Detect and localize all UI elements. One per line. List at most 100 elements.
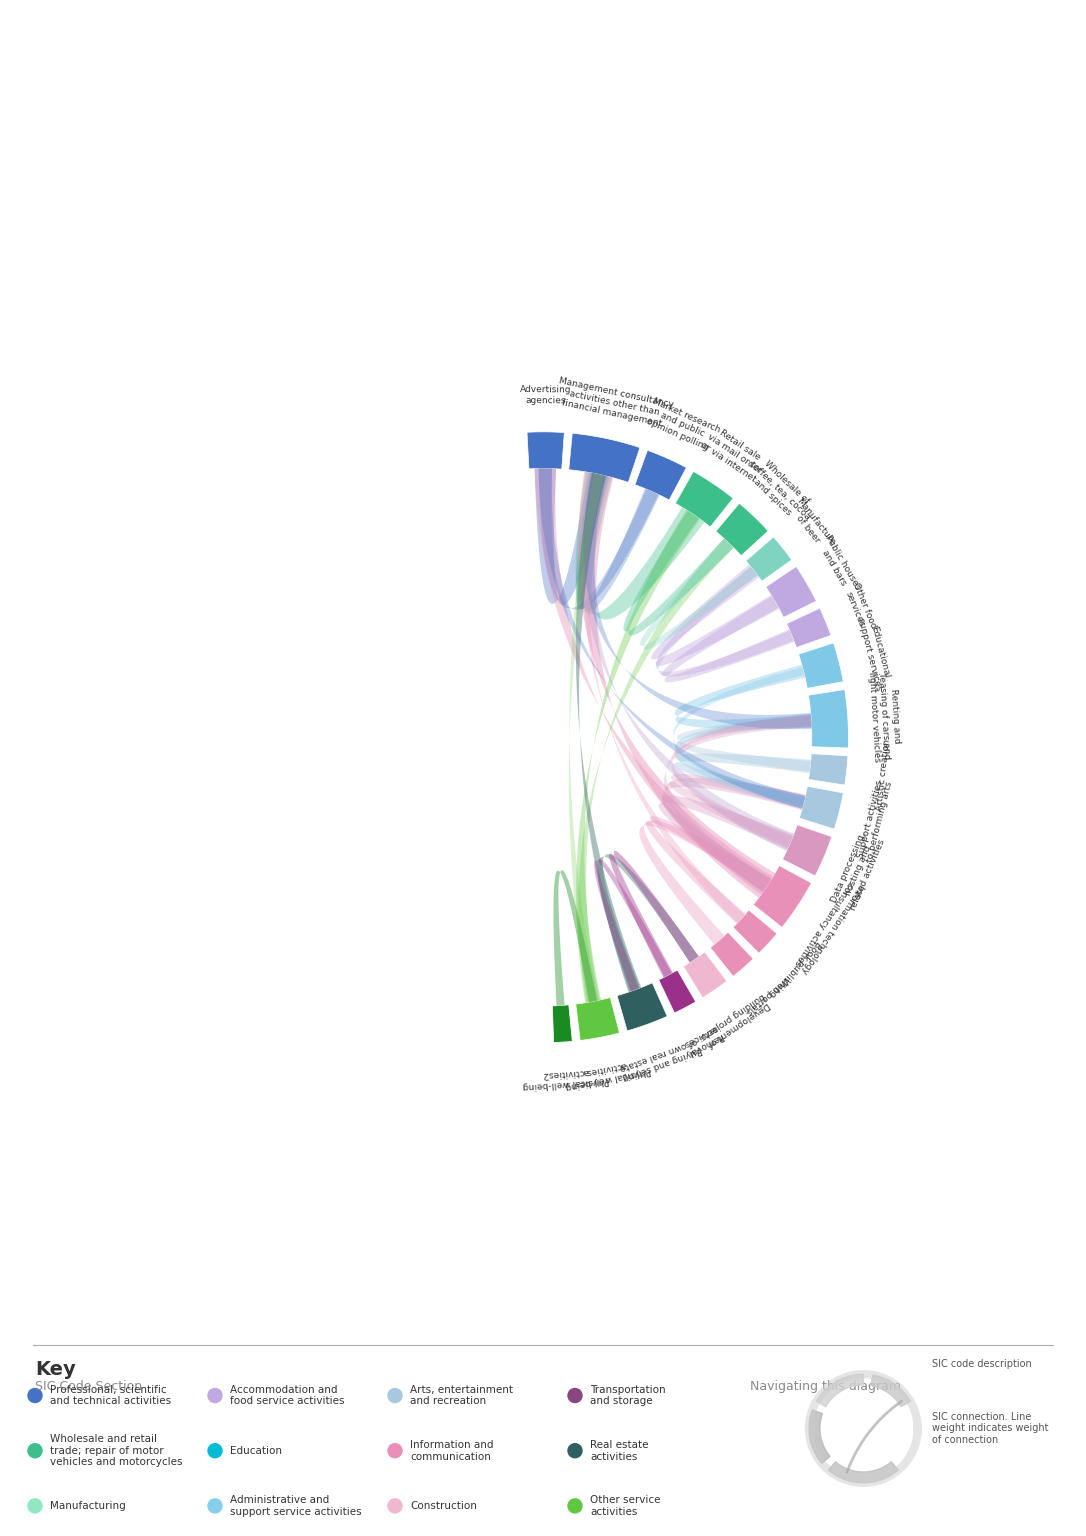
Text: Construction: Construction [411, 1501, 477, 1511]
Polygon shape [539, 468, 806, 809]
Circle shape [209, 1389, 222, 1402]
Polygon shape [554, 869, 597, 1006]
Circle shape [388, 1444, 402, 1458]
Text: Development of
building projects: Development of building projects [698, 991, 772, 1049]
PathPatch shape [675, 472, 733, 527]
Text: Other service
activities: Other service activities [590, 1495, 660, 1516]
Text: Navigating this diagram: Navigating this diagram [750, 1381, 901, 1393]
Polygon shape [664, 714, 811, 891]
Polygon shape [539, 468, 658, 610]
Text: Renting and
leasing of cars and
light motor vehicles: Renting and leasing of cars and light mo… [867, 670, 902, 762]
Polygon shape [658, 796, 794, 892]
PathPatch shape [659, 971, 696, 1012]
Polygon shape [578, 472, 775, 897]
Polygon shape [671, 716, 811, 848]
PathPatch shape [683, 952, 727, 998]
Polygon shape [576, 472, 704, 619]
Polygon shape [673, 667, 805, 806]
Polygon shape [576, 473, 659, 611]
PathPatch shape [808, 754, 848, 785]
Text: Wholesale and retail
trade; repair of motor
vehicles and motorcycles: Wholesale and retail trade; repair of mo… [50, 1435, 182, 1467]
Text: Buying and selling
of own real estate: Buying and selling of own real estate [617, 1035, 703, 1083]
Polygon shape [871, 1375, 910, 1407]
Polygon shape [669, 774, 806, 848]
PathPatch shape [569, 433, 640, 482]
Text: Web portals: Web portals [744, 974, 791, 1017]
Text: Administrative and
support service activities: Administrative and support service activ… [230, 1495, 362, 1516]
PathPatch shape [635, 450, 686, 499]
Polygon shape [583, 473, 811, 730]
Polygon shape [829, 1462, 898, 1482]
Polygon shape [609, 851, 698, 977]
Text: Removal
services: Removal services [681, 1023, 724, 1058]
Text: Educational
support services: Educational support services [856, 614, 893, 691]
Text: Real estate
activities: Real estate activities [590, 1439, 648, 1462]
Circle shape [28, 1499, 42, 1513]
Text: Public houses
and bars: Public houses and bars [814, 533, 862, 596]
Text: SIC code description: SIC code description [932, 1359, 1032, 1369]
Text: Physical well-being
activities2: Physical well-being activities2 [521, 1066, 609, 1091]
Text: Manufacture
of beer: Manufacture of beer [786, 498, 837, 554]
Circle shape [388, 1499, 402, 1513]
Text: Key: Key [35, 1361, 76, 1379]
PathPatch shape [733, 909, 776, 954]
Text: Physical well-being
activities: Physical well-being activities [563, 1055, 652, 1091]
Polygon shape [652, 565, 779, 667]
Polygon shape [661, 596, 794, 682]
Text: SIC Code Section: SIC Code Section [35, 1381, 142, 1393]
Circle shape [28, 1389, 42, 1402]
PathPatch shape [617, 983, 667, 1031]
Polygon shape [534, 468, 609, 605]
Text: Retail sale
via mail order
or via internet: Retail sale via mail order or via intern… [699, 424, 770, 484]
PathPatch shape [754, 865, 811, 928]
Polygon shape [640, 539, 757, 650]
Polygon shape [597, 854, 698, 992]
PathPatch shape [766, 567, 817, 617]
Polygon shape [623, 511, 734, 636]
PathPatch shape [710, 932, 754, 977]
PathPatch shape [716, 504, 768, 556]
Polygon shape [534, 468, 773, 894]
Text: Education: Education [230, 1445, 282, 1456]
Text: Professional, scientific
and technical activities: Professional, scientific and technical a… [50, 1385, 172, 1407]
Polygon shape [640, 820, 771, 945]
Text: Book publishing: Book publishing [768, 938, 823, 998]
Polygon shape [569, 473, 604, 1003]
Polygon shape [674, 754, 811, 809]
Text: Other food
services: Other food services [842, 582, 877, 634]
Polygon shape [661, 779, 806, 892]
Polygon shape [817, 1375, 863, 1407]
Text: Management consultancy
activities other than
financial management: Management consultancy activities other … [554, 376, 674, 430]
PathPatch shape [576, 997, 619, 1040]
Circle shape [568, 1389, 582, 1402]
Polygon shape [646, 816, 771, 923]
Polygon shape [677, 716, 811, 773]
Polygon shape [576, 473, 641, 992]
PathPatch shape [799, 786, 844, 829]
Circle shape [209, 1499, 222, 1513]
PathPatch shape [527, 432, 565, 468]
Polygon shape [577, 510, 699, 1003]
Text: Advertising
agencies: Advertising agencies [520, 386, 572, 406]
PathPatch shape [786, 608, 831, 648]
Text: Information and
communication: Information and communication [411, 1439, 493, 1462]
Polygon shape [674, 665, 811, 730]
Text: Support activities
to performing arts: Support activities to performing arts [856, 777, 895, 863]
PathPatch shape [798, 644, 844, 688]
Text: Accommodation and
food service activities: Accommodation and food service activitie… [230, 1385, 344, 1407]
Polygon shape [656, 567, 794, 677]
Circle shape [568, 1499, 582, 1513]
Text: Transportation
and storage: Transportation and storage [590, 1385, 666, 1407]
Text: Arts, entertainment
and recreation: Arts, entertainment and recreation [411, 1385, 513, 1407]
Text: Manufacturing: Manufacturing [50, 1501, 126, 1511]
Text: Wholesale of
coffee, tea, cocoa
and spices: Wholesale of coffee, tea, cocoa and spic… [740, 452, 819, 528]
Polygon shape [809, 1410, 830, 1464]
Text: Information technology
consultancy activities: Information technology consultancy activ… [791, 877, 866, 975]
PathPatch shape [808, 690, 848, 748]
PathPatch shape [746, 538, 792, 581]
Circle shape [568, 1444, 582, 1458]
Text: Artistic creation: Artistic creation [874, 739, 892, 811]
Circle shape [28, 1444, 42, 1458]
Circle shape [209, 1444, 222, 1458]
Polygon shape [579, 539, 734, 1003]
